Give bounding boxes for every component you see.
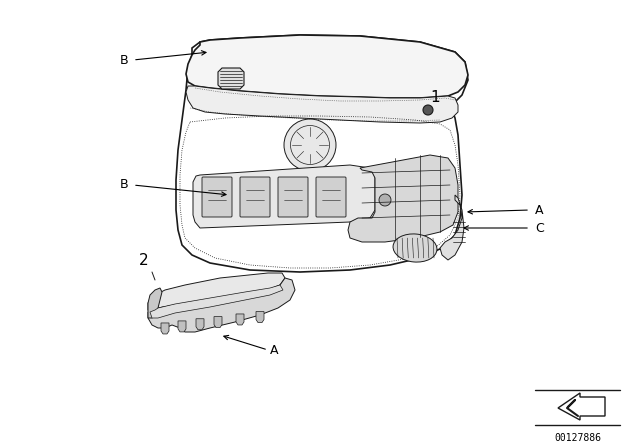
Polygon shape <box>148 273 285 312</box>
Text: C: C <box>535 221 544 234</box>
FancyBboxPatch shape <box>240 177 270 217</box>
Polygon shape <box>148 288 162 318</box>
Polygon shape <box>178 321 186 332</box>
Text: B: B <box>120 178 128 191</box>
Text: A: A <box>270 344 278 357</box>
Polygon shape <box>176 35 468 272</box>
FancyBboxPatch shape <box>278 177 308 217</box>
Polygon shape <box>236 314 244 325</box>
Circle shape <box>379 194 391 206</box>
Text: A: A <box>535 203 543 216</box>
Polygon shape <box>148 278 295 332</box>
Polygon shape <box>161 323 169 334</box>
Ellipse shape <box>393 234 437 262</box>
Circle shape <box>284 119 336 171</box>
Polygon shape <box>256 311 264 323</box>
FancyBboxPatch shape <box>202 177 232 217</box>
Polygon shape <box>218 68 244 89</box>
Polygon shape <box>193 165 375 228</box>
Text: B: B <box>120 53 128 66</box>
Polygon shape <box>196 319 204 330</box>
Circle shape <box>423 105 433 115</box>
Text: 00127886: 00127886 <box>554 433 601 443</box>
Polygon shape <box>214 317 222 327</box>
FancyBboxPatch shape <box>316 177 346 217</box>
Polygon shape <box>348 155 458 242</box>
Text: 2: 2 <box>138 253 148 268</box>
Text: 1: 1 <box>430 90 440 105</box>
Polygon shape <box>440 195 464 260</box>
Polygon shape <box>558 393 605 420</box>
Polygon shape <box>150 285 283 318</box>
Polygon shape <box>186 35 468 98</box>
Polygon shape <box>186 86 458 123</box>
